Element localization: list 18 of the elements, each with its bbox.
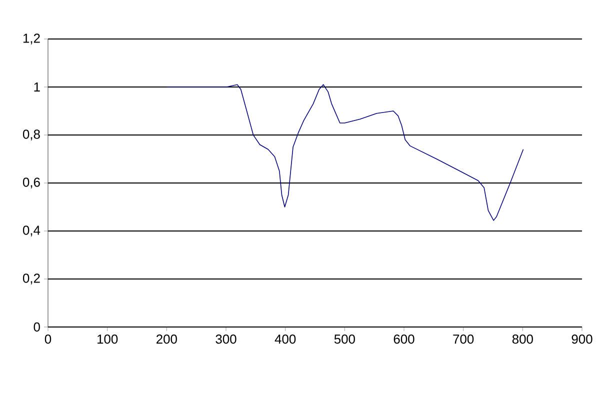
x-tick-label: 200 xyxy=(156,334,177,344)
x-tick-label: 500 xyxy=(334,334,355,344)
x-tick-label: 300 xyxy=(216,334,236,344)
x-tick-label: 700 xyxy=(453,334,474,344)
y-tick-label: 1 xyxy=(34,82,40,92)
y-tick-label: 0 xyxy=(34,322,40,332)
x-tick-label: 800 xyxy=(512,334,533,344)
y-tick-label: 0,8 xyxy=(22,130,40,140)
y-tick-label: 1,2 xyxy=(23,34,40,44)
y-tick-label: 0,4 xyxy=(22,226,40,236)
y-tick-label: 0,6 xyxy=(22,178,40,188)
x-tick-label: 100 xyxy=(98,334,118,344)
x-tick-label: 0 xyxy=(44,334,52,344)
line-series xyxy=(166,84,524,221)
y-tick-label: 0,2 xyxy=(22,274,40,284)
x-tick-label: 600 xyxy=(394,334,414,344)
x-tick-label: 400 xyxy=(274,334,296,344)
x-tick-label: 900 xyxy=(572,334,592,344)
